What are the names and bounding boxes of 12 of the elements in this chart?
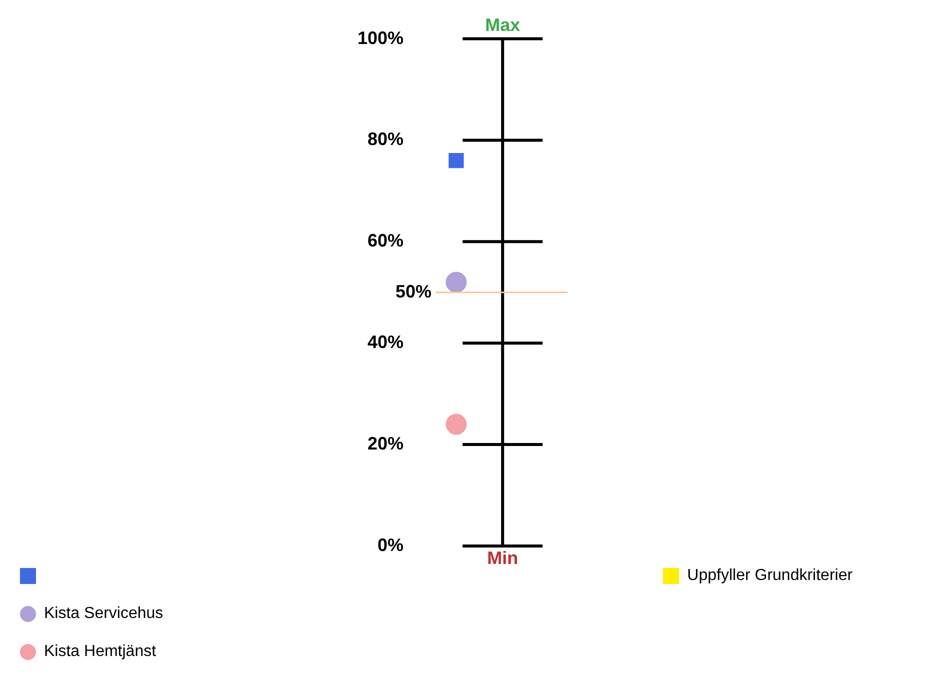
y-tick-label: 80% <box>367 129 404 150</box>
text: Max <box>485 14 520 35</box>
text: Min <box>487 548 518 568</box>
ref-line-label: 50% <box>395 281 432 302</box>
y-tick-label: 20% <box>367 434 404 454</box>
y-tick-label: 0% <box>377 534 404 555</box>
legend-label: Kista Servicehus <box>44 605 164 623</box>
y-tick-label: 40% <box>367 332 404 352</box>
y-tick-label: 60% <box>367 230 404 251</box>
legend-label: Kista Hemtjänst <box>44 643 156 661</box>
legend-label: Uppfyller Grundkriterier <box>687 567 853 585</box>
y-tick-label: 100% <box>357 28 404 48</box>
